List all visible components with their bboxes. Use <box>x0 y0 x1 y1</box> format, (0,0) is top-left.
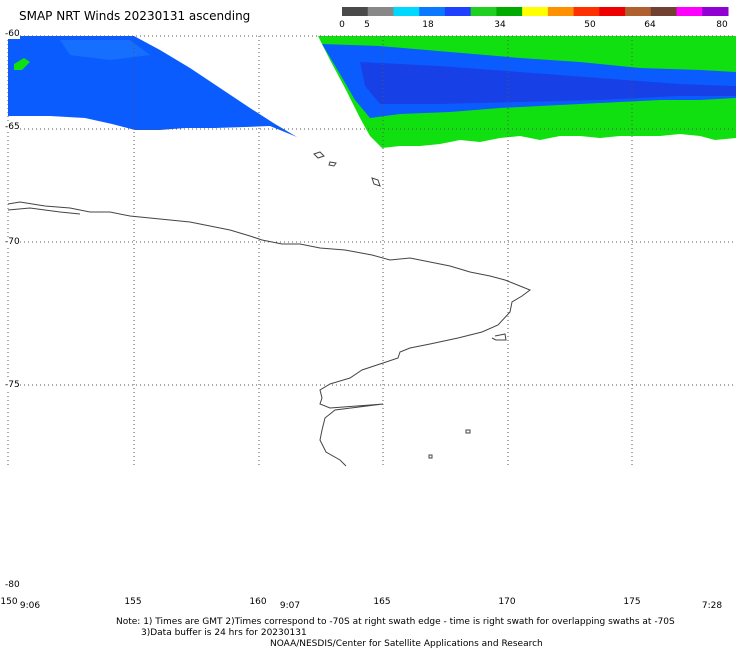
colorbar-segment <box>650 7 678 16</box>
colorbar-label-64: 64 <box>644 20 656 30</box>
island-3 <box>371 177 381 187</box>
coastline <box>7 151 532 467</box>
colorbar-segment <box>702 7 729 16</box>
lat-label: -60 <box>5 29 20 39</box>
lat-label: -80 <box>5 580 20 590</box>
colorbar-segment <box>367 7 394 16</box>
colorbar-label-50: 50 <box>584 20 596 30</box>
wind-swath-right <box>318 36 736 148</box>
colorbar-segment <box>444 7 472 16</box>
colorbar-label-34: 34 <box>494 20 506 30</box>
map-title: SMAP NRT Winds 20230131 ascending <box>19 9 251 23</box>
colorbar-segment <box>547 7 575 16</box>
coast-sliver <box>7 207 81 215</box>
lon-label: 175 <box>623 597 641 607</box>
lat-label: -75 <box>5 380 20 390</box>
colorbar-label-18: 18 <box>422 20 434 30</box>
colorbar-label-80: 80 <box>716 20 728 30</box>
lon-label: 160 <box>249 597 267 607</box>
colorbar-segment <box>496 7 523 16</box>
footer-note-line2: 3)Data buffer is 24 hrs for 20230131 <box>141 628 307 638</box>
colorbar-segment <box>393 7 420 16</box>
colorbar-label-0: 0 <box>339 20 345 30</box>
colorbar-segment <box>599 7 626 16</box>
lon-label: 155 <box>124 597 142 607</box>
island-4 <box>465 429 471 434</box>
colorbar-segment <box>573 7 600 16</box>
swath-left-spot <box>14 58 30 70</box>
island-5 <box>428 454 433 459</box>
island-1 <box>313 151 325 159</box>
lat-lon-grid <box>7 35 736 465</box>
colorbar-label-5: 5 <box>364 20 370 30</box>
coast-inlet <box>491 333 507 341</box>
colorbar-segment <box>625 7 652 16</box>
lat-label: -70 <box>5 237 20 247</box>
lat-label: -65 <box>5 122 20 132</box>
swath-left-light <box>60 40 150 60</box>
swath-left-blue <box>8 36 297 137</box>
wind-speed-colorbar <box>342 7 729 16</box>
lon-label: 170 <box>498 597 516 607</box>
colorbar-segment <box>342 7 369 16</box>
colorbar-segment <box>522 7 549 16</box>
swath-time: 9:07 <box>279 601 301 611</box>
colorbar-segment <box>676 7 703 16</box>
lon-label: 150 <box>0 597 18 607</box>
colorbar-segment <box>419 7 446 16</box>
colorbar-segment <box>470 7 497 16</box>
swath-time: 7:28 <box>701 601 723 611</box>
wind-swath-left <box>8 36 297 137</box>
swath-time: 9:06 <box>19 601 41 611</box>
island-2 <box>328 161 337 167</box>
swath-right-deep <box>360 62 736 104</box>
footer-note-line1: Note: 1) Times are GMT 2)Times correspon… <box>116 617 675 627</box>
lon-label: 165 <box>373 597 391 607</box>
antarctic-coast <box>7 201 532 467</box>
footer-credit: NOAA/NESDIS/Center for Satellite Applica… <box>270 639 543 649</box>
